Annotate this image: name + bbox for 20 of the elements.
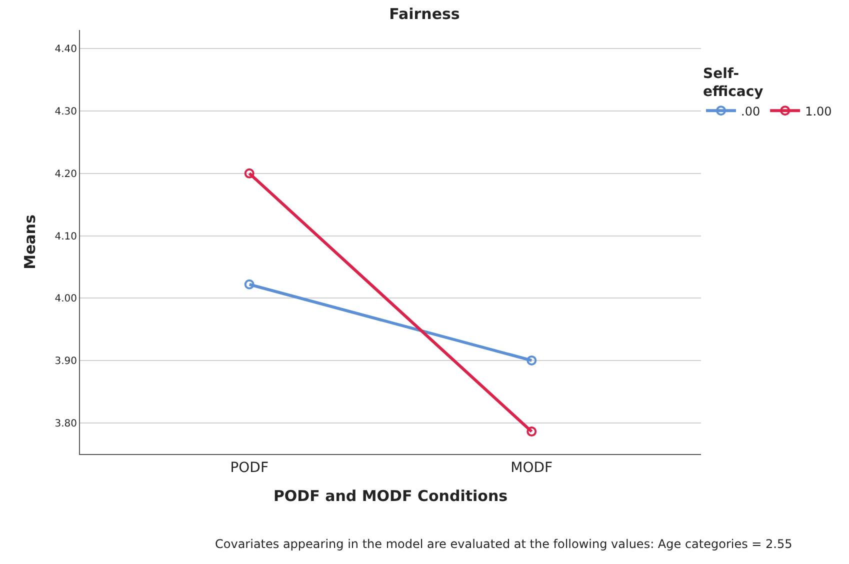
point bbox=[244, 279, 254, 290]
point bbox=[526, 426, 537, 437]
y-tick-label: 4.00 bbox=[54, 294, 77, 305]
x-tick-label: PODF bbox=[230, 460, 269, 476]
y-tick-label: 4.30 bbox=[54, 106, 77, 118]
y-axis-title: Means bbox=[20, 214, 39, 270]
x-tick-label: MODF bbox=[510, 460, 553, 476]
y-tick-label: 4.10 bbox=[54, 231, 77, 242]
point bbox=[244, 168, 254, 178]
legend-label: .00 bbox=[741, 104, 760, 118]
y-tick-label: 3.80 bbox=[54, 418, 77, 430]
text: Covariates appearing in the model are evaluated at the following values: Age categories = 2.55 bbox=[215, 537, 792, 551]
point bbox=[526, 355, 537, 366]
y-tick-label: 4.40 bbox=[54, 44, 77, 56]
y-tick-label: 4.20 bbox=[54, 168, 77, 180]
chart-title: Fairness bbox=[389, 4, 460, 23]
x-axis-title: PODF and MODF Conditions bbox=[273, 486, 508, 505]
y-tick-label: 3.90 bbox=[54, 356, 77, 367]
legend-label: 1.00 bbox=[805, 104, 832, 118]
legend-title: Self-efficacy bbox=[703, 66, 764, 100]
